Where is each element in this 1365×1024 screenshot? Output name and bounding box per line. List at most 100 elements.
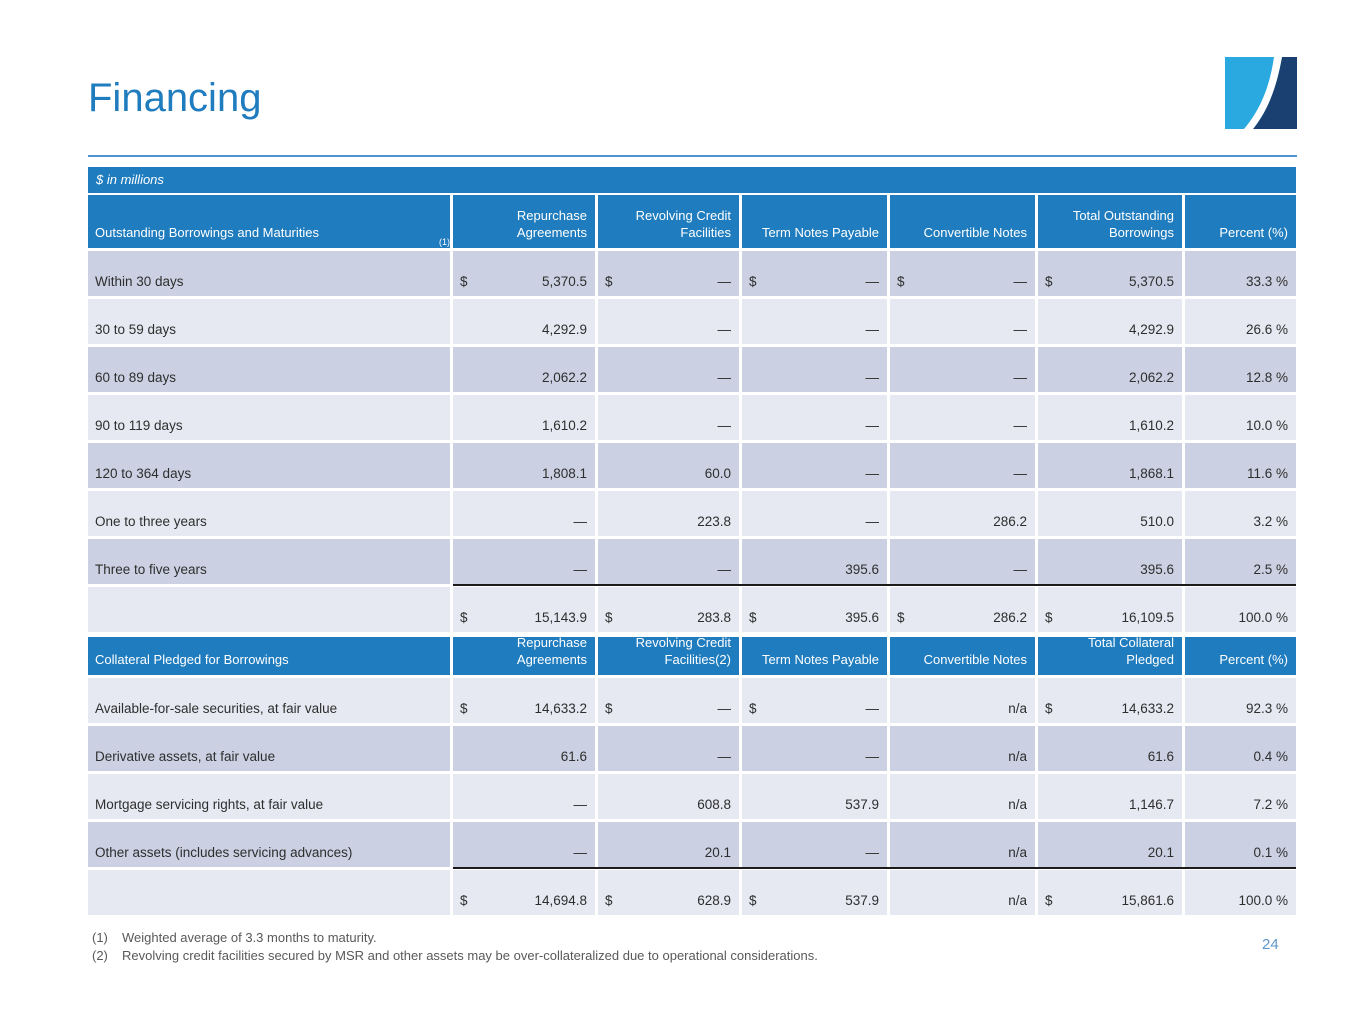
- value-cell: 608.8: [598, 774, 739, 819]
- cell-value: —: [717, 370, 732, 385]
- footnote-text: Weighted average of 3.3 months to maturi…: [122, 930, 377, 945]
- value-cell: 286.2: [890, 491, 1035, 536]
- column-header-label: Repurchase Agreements: [516, 635, 587, 668]
- row-label: Mortgage servicing rights, at fair value: [95, 797, 324, 812]
- row-label: 120 to 364 days: [95, 466, 192, 481]
- column-header: Repurchase Agreements: [453, 195, 595, 248]
- cell-value: 2,062.2: [1128, 370, 1174, 385]
- value-cell: —: [598, 299, 739, 344]
- value-cell: 2,062.2: [1038, 347, 1182, 392]
- units-label: $ in millions: [96, 172, 164, 187]
- value-cell: $ —: [598, 678, 739, 723]
- cell-value: —: [717, 322, 732, 337]
- value-cell: 4,292.9: [453, 299, 595, 344]
- value-cell: —: [890, 299, 1035, 344]
- currency-symbol: $: [1045, 893, 1053, 908]
- cell-value: —: [1013, 418, 1028, 433]
- cell-value: —: [865, 418, 880, 433]
- value-cell: 60.0: [598, 443, 739, 488]
- cell-value: —: [717, 701, 732, 716]
- value-cell: $15,143.9: [453, 587, 595, 632]
- outstanding-borrowings-table: Outstanding Borrowings and Maturities (1)…: [88, 195, 1296, 635]
- cell-value: 14,694.8: [534, 893, 587, 908]
- cell-value: 7.2 %: [1253, 797, 1288, 812]
- currency-symbol: $: [605, 701, 613, 716]
- value-cell: —: [742, 395, 887, 440]
- value-cell: $286.2: [890, 587, 1035, 632]
- cell-value: 20.1: [1147, 845, 1174, 860]
- cell-value: —: [1013, 370, 1028, 385]
- value-cell: 20.1: [1038, 822, 1182, 867]
- value-cell: —: [453, 539, 595, 584]
- cell-value: 10.0 %: [1245, 418, 1288, 433]
- cell-value: —: [573, 514, 588, 529]
- cell-value: —: [865, 370, 880, 385]
- swoosh-logo-icon: [1225, 57, 1297, 129]
- footnote-number: (2): [92, 948, 108, 963]
- value-cell: $5,370.5: [453, 251, 595, 296]
- value-cell: $628.9: [598, 870, 739, 915]
- value-cell: $5,370.5: [1038, 251, 1182, 296]
- cell-value: 510.0: [1140, 514, 1174, 529]
- row-label: Derivative assets, at fair value: [95, 749, 276, 764]
- cell-value: 1,146.7: [1128, 797, 1174, 812]
- value-cell: $14,633.2: [453, 678, 595, 723]
- cell-value: 1,808.1: [541, 466, 587, 481]
- column-header: Revolving Credit Facilities: [598, 195, 739, 248]
- table-header-row: Collateral Pledged for Borrowings Repurch…: [88, 635, 1296, 675]
- value-cell: —: [742, 491, 887, 536]
- cell-value: —: [1013, 322, 1028, 337]
- cell-value: 3.2 %: [1253, 514, 1288, 529]
- currency-symbol: $: [460, 274, 468, 289]
- cell-value: —: [1013, 562, 1028, 577]
- column-header-label: Term Notes Payable: [761, 652, 879, 668]
- cell-value: 537.9: [845, 797, 879, 812]
- value-cell: 12.8 %: [1185, 347, 1296, 392]
- value-cell: —: [742, 299, 887, 344]
- currency-symbol: $: [460, 610, 468, 625]
- column-header-label: Convertible Notes: [923, 652, 1027, 668]
- column-header: Term Notes Payable: [742, 637, 887, 675]
- units-bar: $ in millions: [88, 167, 1296, 193]
- row-label-cell: Other assets (includes servicing advance…: [88, 822, 450, 867]
- cell-value: —: [1013, 274, 1028, 289]
- value-cell: 1,868.1: [1038, 443, 1182, 488]
- cell-value: 1,868.1: [1128, 466, 1174, 481]
- currency-symbol: $: [897, 274, 905, 289]
- value-cell: —: [598, 395, 739, 440]
- row-label-cell: [88, 587, 450, 632]
- value-cell: —: [742, 347, 887, 392]
- cell-value: 20.1: [704, 845, 731, 860]
- table-row: 120 to 364 days 1,808.1 60.0 — — 1,868.1 11.6 …: [88, 443, 1296, 488]
- currency-symbol: $: [749, 701, 757, 716]
- cell-value: n/a: [1008, 797, 1027, 812]
- row-label-cell: Within 30 days: [88, 251, 450, 296]
- column-header: Percent (%): [1185, 195, 1296, 248]
- value-cell: $ —: [890, 251, 1035, 296]
- cell-value: —: [865, 845, 880, 860]
- footnotes: (1) Weighted average of 3.3 months to ma…: [92, 929, 818, 965]
- cell-value: 100.0 %: [1238, 893, 1288, 908]
- cell-value: 2.5 %: [1253, 562, 1288, 577]
- table-row: Derivative assets, at fair value 61.6 — — n/…: [88, 726, 1296, 771]
- table-row: Mortgage servicing rights, at fair value…: [88, 774, 1296, 819]
- cell-value: n/a: [1008, 749, 1027, 764]
- cell-value: —: [865, 466, 880, 481]
- cell-value: 61.6: [560, 749, 587, 764]
- row-label-cell: Mortgage servicing rights, at fair value: [88, 774, 450, 819]
- total-rule-line: [453, 584, 1296, 586]
- cell-value: 395.6: [845, 610, 879, 625]
- currency-symbol: $: [605, 893, 613, 908]
- value-cell: $ —: [742, 251, 887, 296]
- cell-value: 286.2: [993, 514, 1027, 529]
- value-cell: 1,610.2: [1038, 395, 1182, 440]
- column-header-label: Repurchase Agreements: [516, 208, 587, 241]
- value-cell: 0.1 %: [1185, 822, 1296, 867]
- value-cell: n/a: [890, 726, 1035, 771]
- table-title-cell: Outstanding Borrowings and Maturities (1): [88, 195, 450, 248]
- table-header-row: Outstanding Borrowings and Maturities (1)…: [88, 195, 1296, 248]
- value-cell: 2.5 %: [1185, 539, 1296, 584]
- value-cell: $16,109.5: [1038, 587, 1182, 632]
- cell-value: —: [717, 749, 732, 764]
- value-cell: 1,146.7: [1038, 774, 1182, 819]
